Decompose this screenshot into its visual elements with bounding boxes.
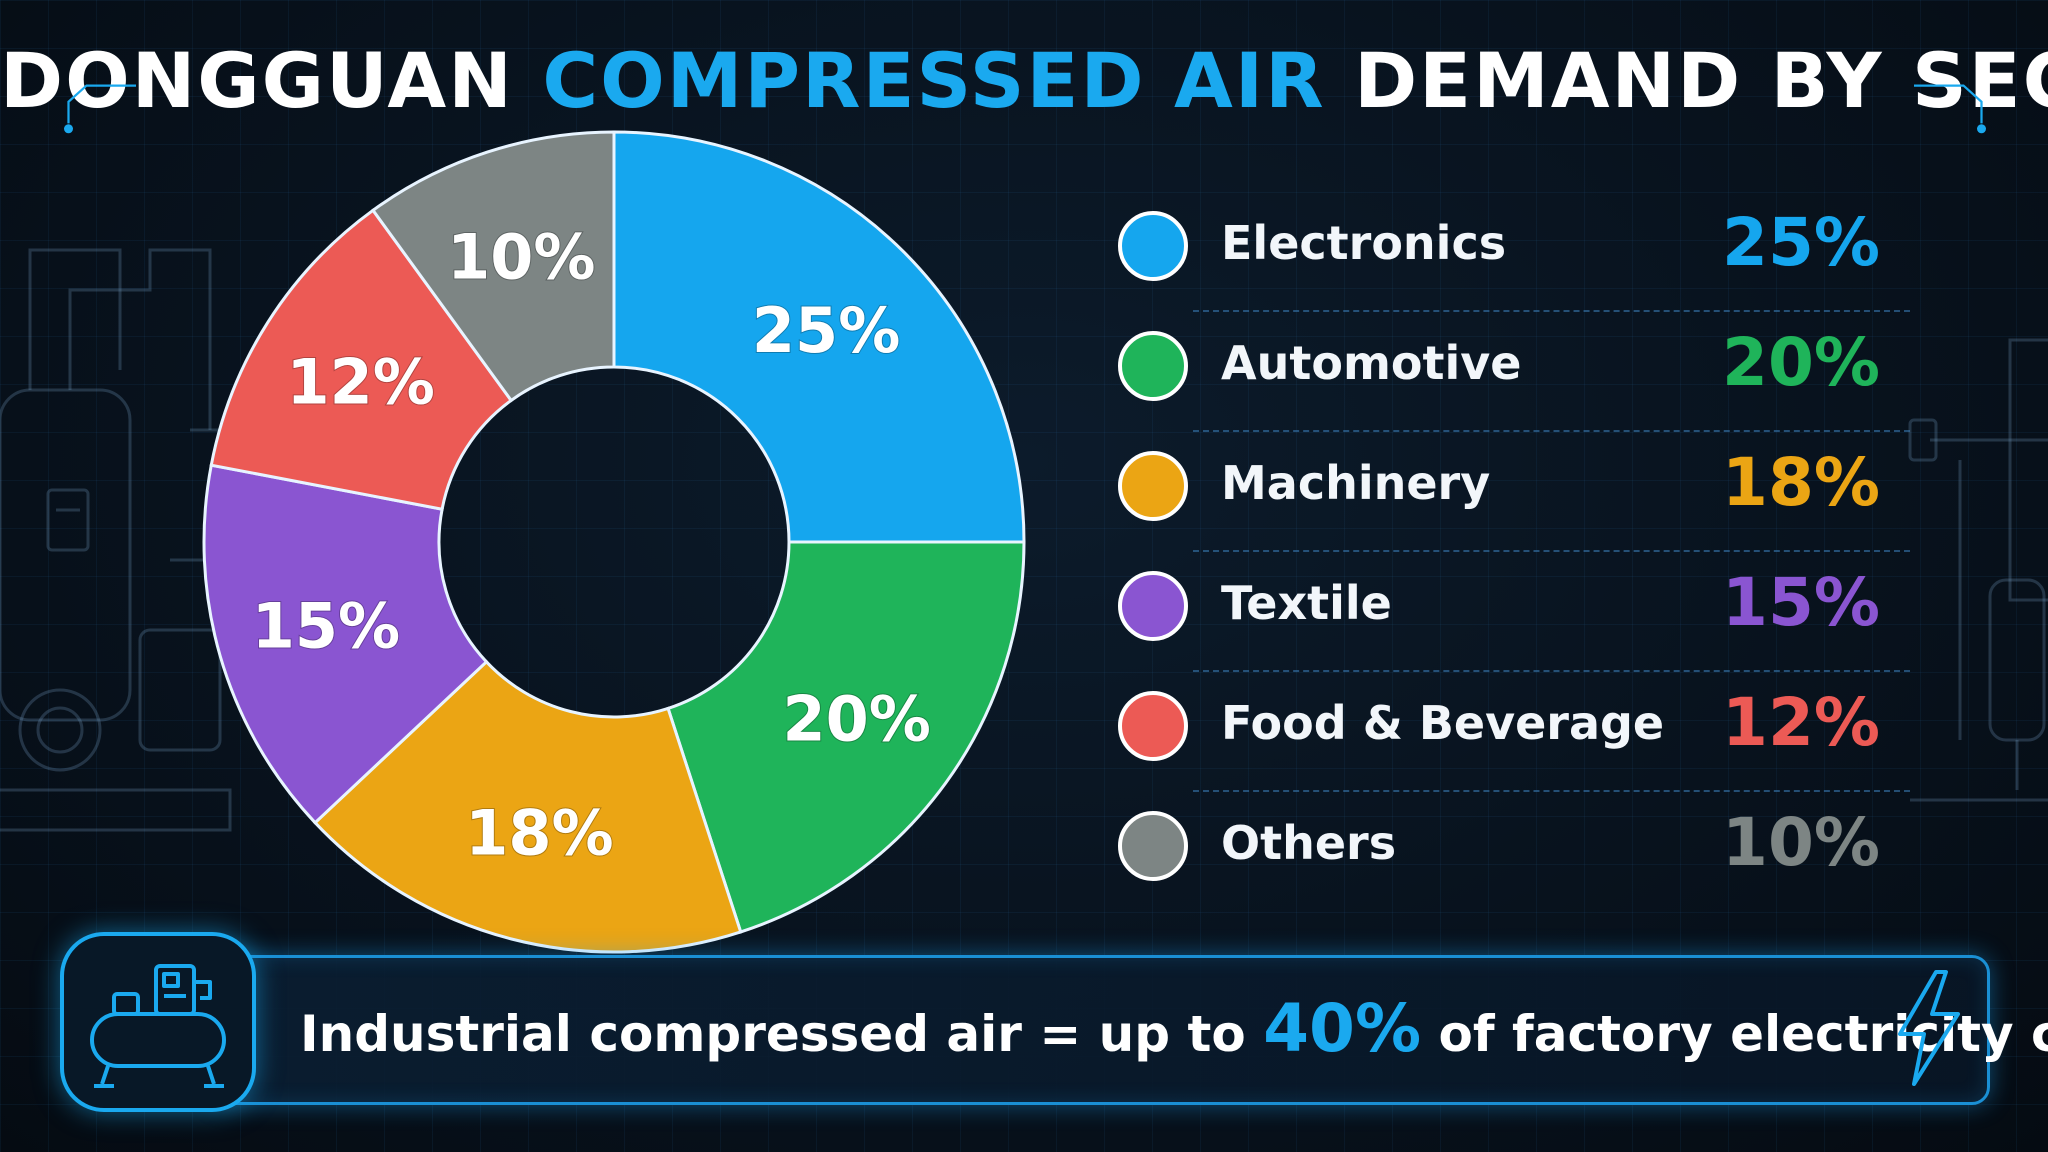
legend-value: 12%: [1722, 684, 1880, 761]
legend-value: 25%: [1722, 204, 1880, 281]
filter-lineart-right-icon: [1908, 338, 2048, 802]
legend-divider: [1193, 550, 1910, 552]
legend-divider: [1193, 670, 1910, 672]
legend-swatch-food-beverage: [1118, 691, 1188, 761]
legend-label: Food & Beverage: [1221, 696, 1665, 750]
slice-textile: [202, 463, 489, 825]
slice-label: 15%: [252, 590, 400, 663]
slice-electronics: [612, 130, 1026, 544]
compressor-lineart-left-icon: [0, 248, 232, 832]
legend-label: Textile: [1221, 576, 1392, 630]
slice-label: 25%: [752, 294, 900, 367]
title-part-1: DONGGUAN: [0, 36, 543, 125]
title-part-2: COMPRESSED AIR: [542, 36, 1326, 125]
legend-swatch-machinery: [1118, 451, 1188, 521]
slice-label: 20%: [783, 682, 931, 755]
legend-value: 18%: [1722, 444, 1880, 521]
legend-divider: [1193, 430, 1910, 432]
legend-label: Automotive: [1221, 336, 1522, 390]
slice-label: 18%: [465, 797, 613, 870]
legend-swatch-electronics: [1118, 211, 1188, 281]
legend-item-electronics: Electronics 25%: [1115, 192, 1910, 312]
legend-item-textile: Textile 15%: [1115, 552, 1910, 672]
slice-food-beverage: [209, 208, 514, 511]
legend-item-machinery: Machinery 18%: [1115, 432, 1910, 552]
slice-label: 10%: [447, 221, 595, 294]
legend-divider: [1193, 790, 1910, 792]
air-compressor-icon: [60, 932, 256, 1112]
page-title: DONGGUAN COMPRESSED AIR DEMAND BY SECTOR: [0, 36, 2048, 125]
legend-divider: [1193, 310, 1910, 312]
slice-others: [370, 130, 616, 403]
legend-label: Electronics: [1221, 216, 1507, 270]
legend-value: 20%: [1722, 324, 1880, 401]
legend-value: 10%: [1722, 804, 1880, 881]
legend-swatch-automotive: [1118, 331, 1188, 401]
fact-banner: [210, 955, 1990, 1105]
banner-highlight: 40%: [1263, 990, 1422, 1067]
title-bracket-left-icon: [64, 84, 136, 134]
lightning-bolt-icon: [1898, 970, 1960, 1086]
slice-automotive: [666, 540, 1026, 934]
title-part-3: DEMAND BY SECTOR: [1354, 36, 2048, 125]
legend-item-automotive: Automotive 20%: [1115, 312, 1910, 432]
legend-label: Others: [1221, 816, 1397, 870]
slice-machinery: [313, 659, 743, 954]
legend-swatch-others: [1118, 811, 1188, 881]
legend-item-others: Others 10%: [1115, 792, 1910, 912]
legend-swatch-textile: [1118, 571, 1188, 641]
banner-text-before: Industrial compressed air = up to: [300, 1005, 1264, 1063]
legend-label: Machinery: [1221, 456, 1491, 510]
slice-label: 12%: [286, 345, 434, 418]
banner-text: Industrial compressed air = up to 40% of…: [300, 990, 2048, 1067]
legend-value: 15%: [1722, 564, 1880, 641]
title-bracket-right-icon: [1914, 84, 1986, 134]
legend-item-food-beverage: Food & Beverage 12%: [1115, 672, 1910, 792]
